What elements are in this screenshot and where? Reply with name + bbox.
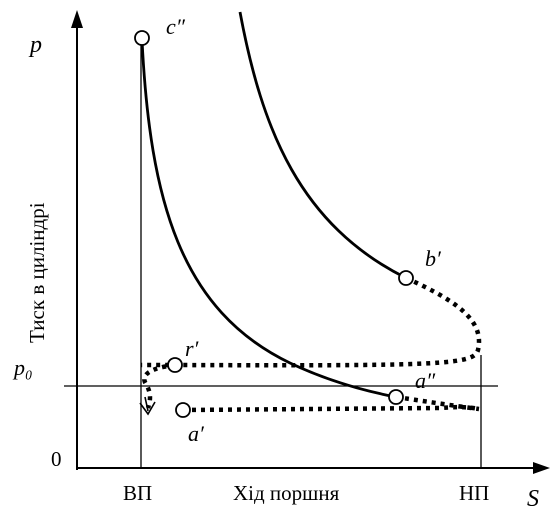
expansion-curve: [238, 11, 407, 280]
label-r1: r′: [185, 336, 200, 361]
intake-bottom-curve: [182, 404, 480, 413]
point-a2: [388, 389, 404, 405]
y-axis-symbol: p: [28, 32, 42, 58]
label-c2: c″: [166, 14, 186, 39]
y-axis-title: Тиск в циліндрі: [25, 202, 49, 343]
point-r1: [167, 357, 183, 373]
tdc-label: ВП: [123, 481, 152, 505]
a2-tail-curve: [395, 394, 480, 412]
exhaust-curve: [141, 275, 482, 368]
compression-curve: [140, 39, 397, 399]
p0-label: p₀: [12, 355, 33, 380]
label-a2: a″: [415, 368, 436, 393]
y-axis-arrow: [71, 10, 83, 28]
label-a1: a′: [188, 421, 205, 446]
x-axis-arrow: [533, 462, 550, 474]
bdc-label: НП: [459, 481, 489, 505]
intake-curve: [142, 362, 176, 409]
point-b1: [398, 270, 414, 286]
point-c2: [134, 30, 150, 46]
arrow-head-icon: [139, 401, 156, 416]
origin-label: 0: [51, 447, 62, 471]
direction-arrow: [144, 396, 149, 412]
x-axis-symbol: S: [527, 486, 539, 512]
point-a1: [175, 402, 191, 418]
x-axis-title: Хід поршня: [233, 481, 340, 505]
label-b1: b′: [425, 246, 442, 271]
